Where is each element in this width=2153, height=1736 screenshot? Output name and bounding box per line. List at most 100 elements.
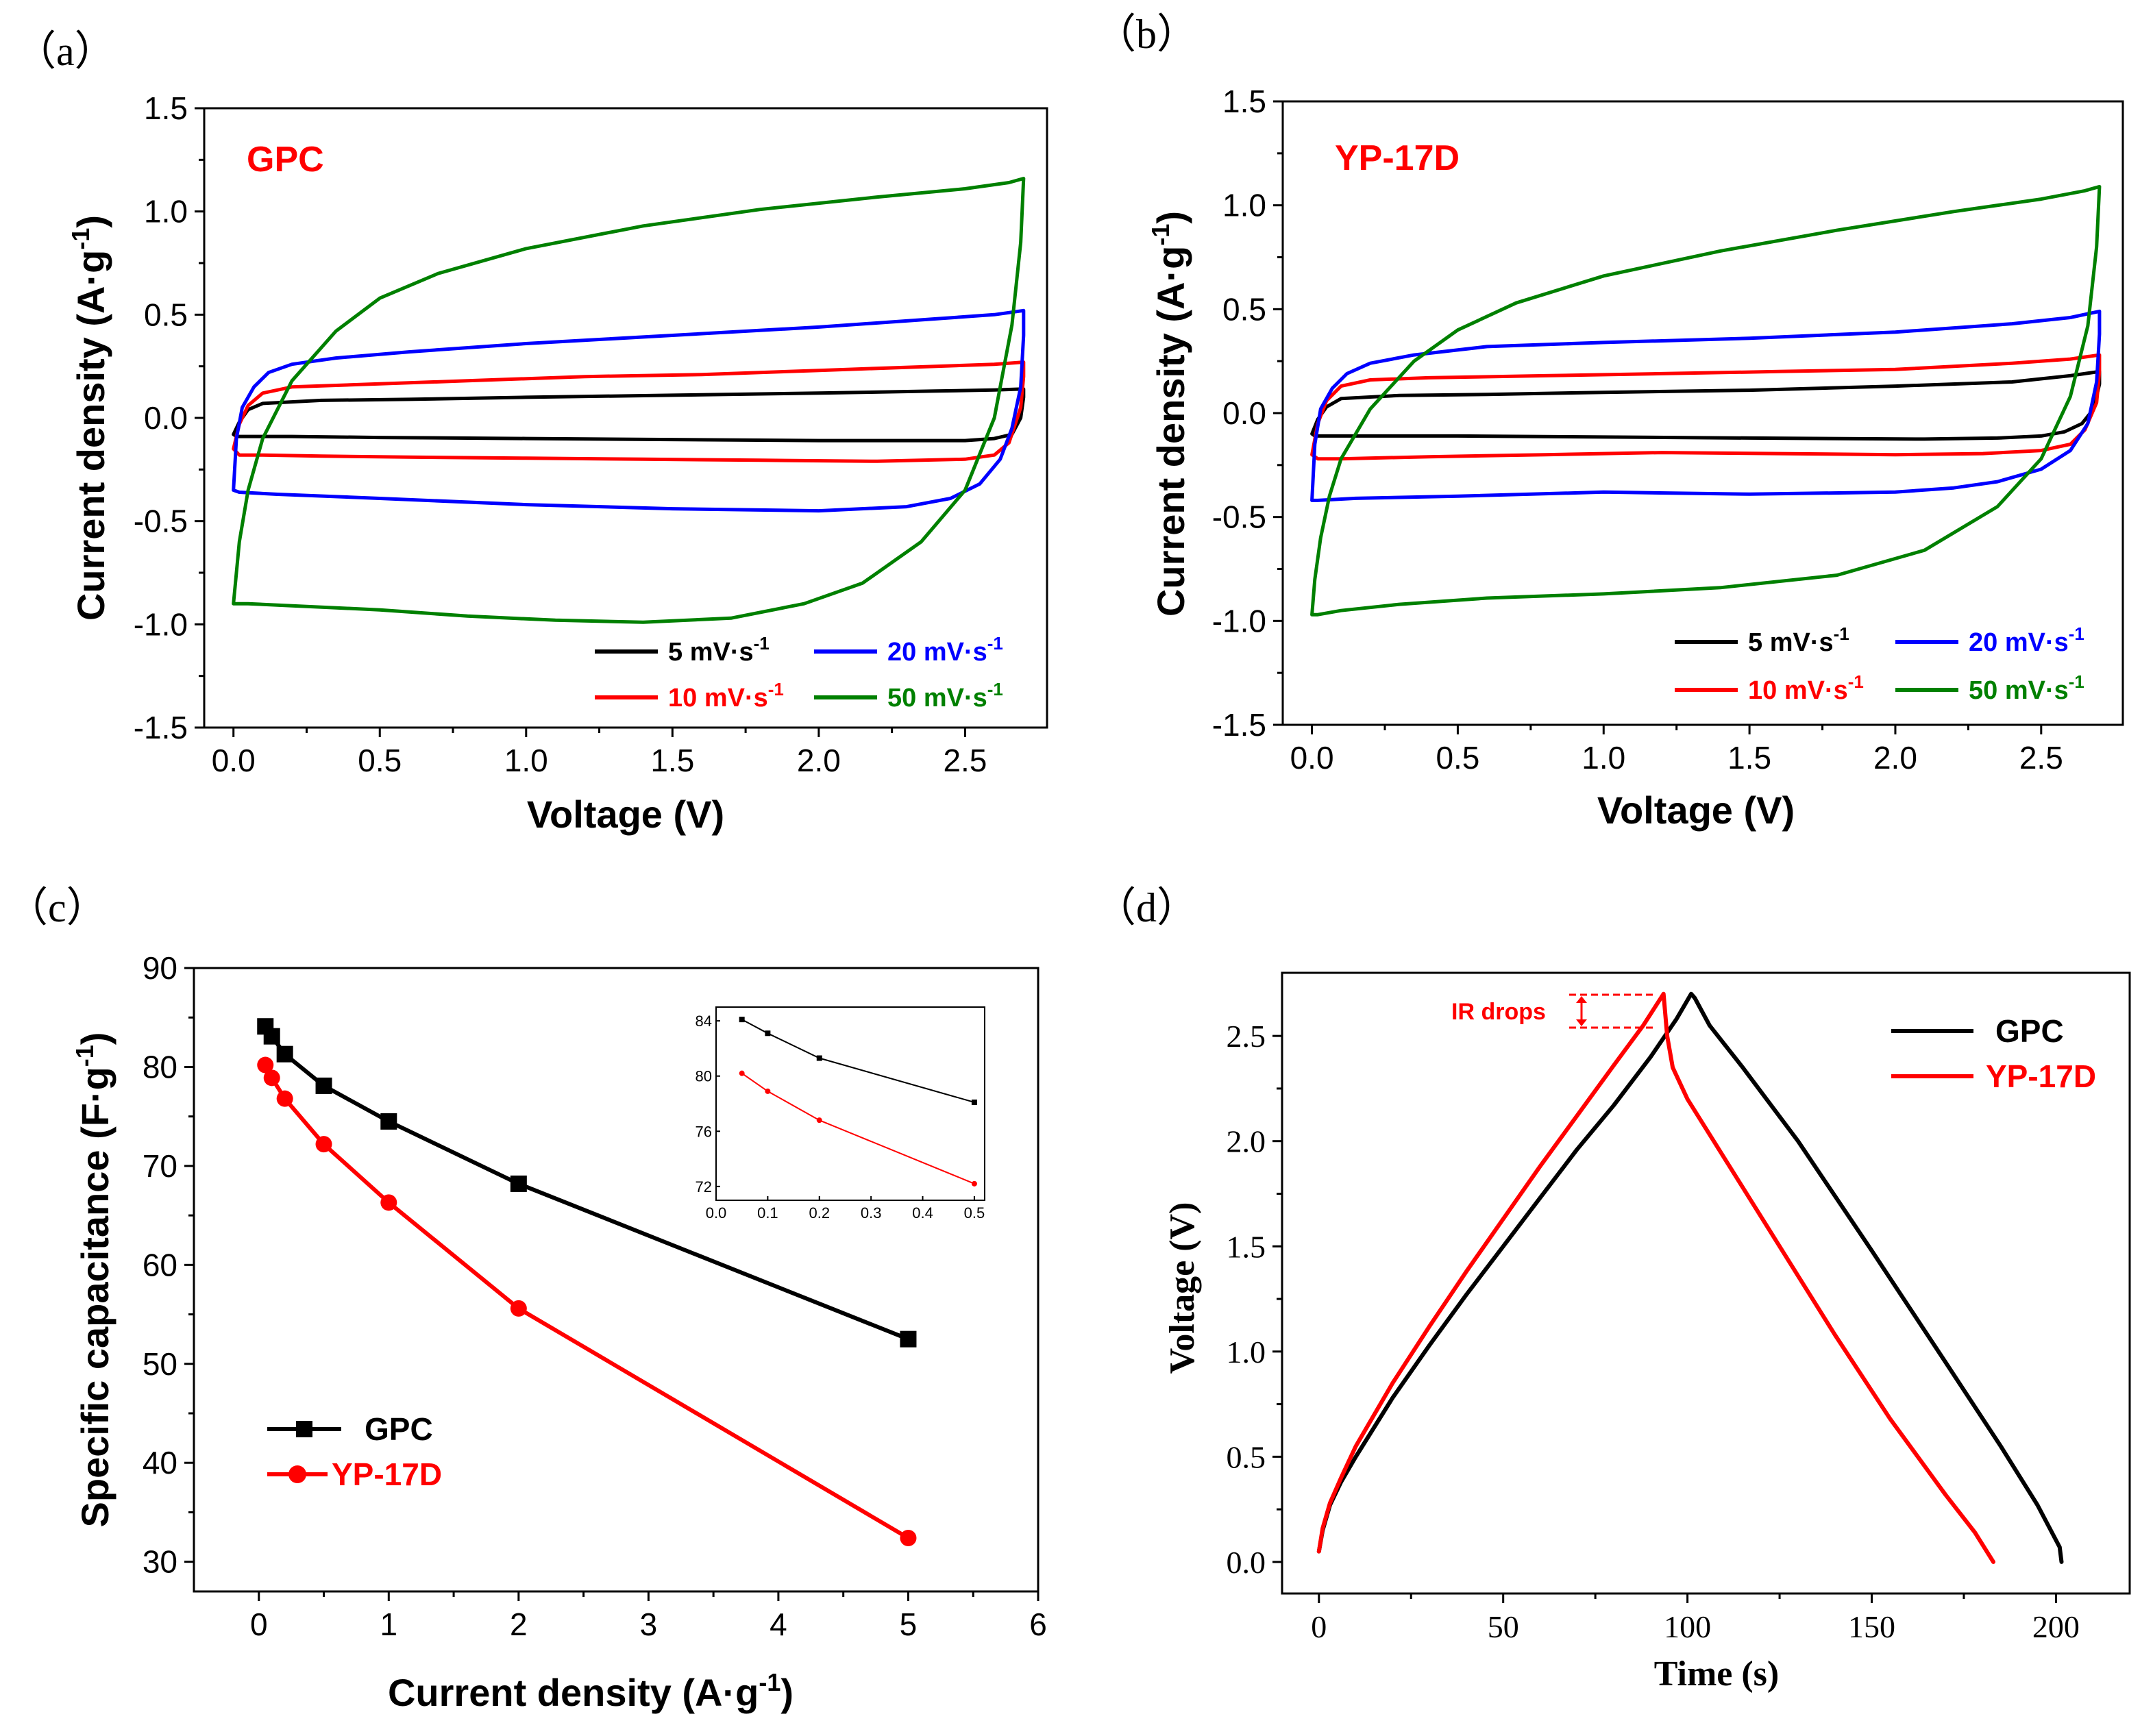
- data-point: [380, 1113, 397, 1130]
- panel-b-legend: 5 mV·s-1 10 mV·s-1 20 mV·s-1 50 mV·s-1: [1675, 623, 2084, 705]
- data-point: [257, 1056, 274, 1074]
- panel-d-legend-yp: YP-17D: [1986, 1058, 2096, 1094]
- x-tick-label: 1.0: [1582, 740, 1625, 776]
- panel-c-inset-frame: [715, 1006, 985, 1201]
- inset-y-tick-label: 76: [696, 1123, 712, 1140]
- series-line-20-mv-s-1: [1310, 309, 2102, 502]
- x-tick-label: 2.0: [797, 743, 841, 778]
- y-tick-label: -1.0: [134, 606, 188, 642]
- y-tick-label: 1.5: [1227, 1229, 1266, 1264]
- y-tick-label: 1.0: [1222, 188, 1266, 223]
- panel-a-sample-label: GPC: [247, 140, 324, 179]
- panel-d-label: （d）: [1095, 885, 1198, 930]
- inset-data-point: [816, 1117, 822, 1124]
- panel-d: （d） 0 50 100 150 200 0.0 0.5 1.0 1.5 2.0 2.5 IR d…: [1095, 885, 2131, 1694]
- panel-c-label: （c）: [7, 885, 108, 930]
- panel-b-legend-10: 10 mV·s-1: [1748, 671, 1864, 705]
- panel-d-x-title: Time (s): [1654, 1654, 1779, 1694]
- inset-x-tick-label: 0.0: [706, 1204, 727, 1222]
- panel-c-inset-ticks: 0.0 0.1 0.2 0.3 0.4 0.5 72 76 80 84: [696, 1013, 985, 1222]
- panel-a-series: [232, 177, 1026, 624]
- panel-c-legend-marker-yp: [288, 1465, 306, 1483]
- panel-c-legend-gpc: GPC: [365, 1411, 433, 1447]
- series-line-50-mv-s-1: [232, 177, 1026, 624]
- x-tick-label: 2: [510, 1607, 528, 1642]
- panel-b-sample-label: YP-17D: [1335, 138, 1460, 178]
- panel-a-label: （a）: [15, 29, 116, 74]
- panel-a-legend-20: 20 mV·s-1: [887, 633, 1003, 667]
- y-tick-label: 0.0: [1227, 1545, 1266, 1580]
- data-point: [263, 1069, 280, 1087]
- series-line-gpc: [1316, 991, 2064, 1564]
- panel-d-x-ticks: 0 50 100 150 200: [1311, 1594, 2080, 1644]
- panel-d-legend: GPC YP-17D: [1891, 1013, 2096, 1094]
- series-line-5-mv-s-1: [232, 387, 1026, 443]
- panel-d-y-ticks: 0.0 0.5 1.0 1.5 2.0 2.5: [1227, 1019, 1282, 1580]
- ir-drop-arrow-head-up: [1576, 996, 1587, 1003]
- panel-a-legend-10: 10 mV·s-1: [668, 679, 784, 712]
- x-tick-label: 1.0: [504, 743, 548, 778]
- y-tick-label: 90: [143, 950, 177, 986]
- panel-b-series: [1310, 184, 2102, 617]
- x-tick-label: 4: [770, 1607, 787, 1642]
- x-tick-label: 0.5: [358, 743, 402, 778]
- y-tick-label: 1.5: [144, 90, 188, 126]
- y-tick-label: -0.5: [1212, 499, 1266, 535]
- x-tick-label: 1.5: [1727, 740, 1771, 776]
- y-tick-label: 0.5: [1222, 291, 1266, 327]
- y-tick-label: 50: [143, 1346, 177, 1382]
- panel-a-y-title: Current density (A·g-1): [66, 215, 112, 621]
- x-tick-label: 6: [1029, 1607, 1047, 1642]
- y-tick-label: -1.5: [134, 710, 188, 745]
- ir-drop-annotation: IR drops: [1451, 993, 1657, 1029]
- y-tick-label: 0.5: [1227, 1439, 1266, 1474]
- panel-c-legend-marker-gpc: [296, 1421, 312, 1437]
- panel-d-series: [1316, 991, 2064, 1564]
- y-tick-label: 80: [143, 1049, 177, 1084]
- x-tick-label: 100: [1664, 1609, 1711, 1644]
- series-line-10-mv-s-1: [1310, 353, 2102, 461]
- x-tick-label: 150: [1848, 1609, 1895, 1644]
- panel-d-legend-gpc: GPC: [1995, 1013, 2064, 1049]
- x-tick-label: 0.0: [1290, 740, 1334, 776]
- x-tick-label: 0.5: [1436, 740, 1479, 776]
- panel-a: （a） 0.0 0.5 1.0 1.5 2.0 2.5 -1.5-1.0-0.50.00.…: [15, 29, 1048, 836]
- panel-c-legend: GPC YP-17D: [267, 1411, 442, 1492]
- x-tick-label: 50: [1488, 1609, 1519, 1644]
- x-tick-label: 200: [2032, 1609, 2080, 1644]
- panel-b-label: （b）: [1095, 12, 1198, 57]
- panel-a-legend-5: 5 mV·s-1: [668, 633, 770, 667]
- inset-y-tick-label: 84: [696, 1013, 712, 1030]
- x-tick-label: 1: [380, 1607, 398, 1642]
- y-tick-label: -1.5: [1212, 707, 1266, 743]
- y-tick-label: -0.5: [134, 504, 188, 539]
- inset-data-point: [765, 1088, 771, 1094]
- series-line-50-mv-s-1: [1310, 184, 2102, 617]
- panel-b-y-title: Current density (A·g-1): [1146, 211, 1192, 617]
- x-tick-label: 1.5: [650, 743, 694, 778]
- y-tick-label: 0.5: [144, 297, 188, 332]
- panel-c-x-title: Current density (A·g-1): [388, 1668, 793, 1714]
- y-tick-label: 30: [143, 1544, 177, 1580]
- panel-a-x-ticks: 0.0 0.5 1.0 1.5 2.0 2.5: [212, 728, 987, 778]
- inset-x-tick-label: 0.3: [861, 1204, 882, 1222]
- panel-c-plot-frame: [193, 967, 1039, 1593]
- y-tick-label: 60: [143, 1247, 177, 1282]
- data-point: [900, 1330, 917, 1348]
- panel-c-inset-series: [739, 1017, 977, 1187]
- panel-a-x-title: Voltage (V): [527, 793, 724, 836]
- data-point: [315, 1136, 332, 1153]
- y-tick-label: 1.0: [1227, 1335, 1266, 1369]
- x-tick-label: 2.5: [2019, 740, 2063, 776]
- ir-drop-arrow-head-down: [1576, 1019, 1587, 1026]
- data-point: [510, 1175, 527, 1192]
- panel-b-y-ticks: -1.5 -1.0 -0.5 0.0 0.5 1.0 1.5: [1212, 84, 1283, 743]
- x-tick-label: 2.0: [1873, 740, 1917, 776]
- data-point: [510, 1300, 527, 1317]
- x-tick-label: 0.0: [212, 743, 256, 778]
- panel-d-plot-frame: [1281, 971, 2131, 1595]
- x-tick-label: 5: [900, 1607, 918, 1642]
- panel-b-x-title: Voltage (V): [1597, 789, 1795, 832]
- panel-c-x-ticks: 0 1 2 3 4 5 6: [250, 1591, 1047, 1642]
